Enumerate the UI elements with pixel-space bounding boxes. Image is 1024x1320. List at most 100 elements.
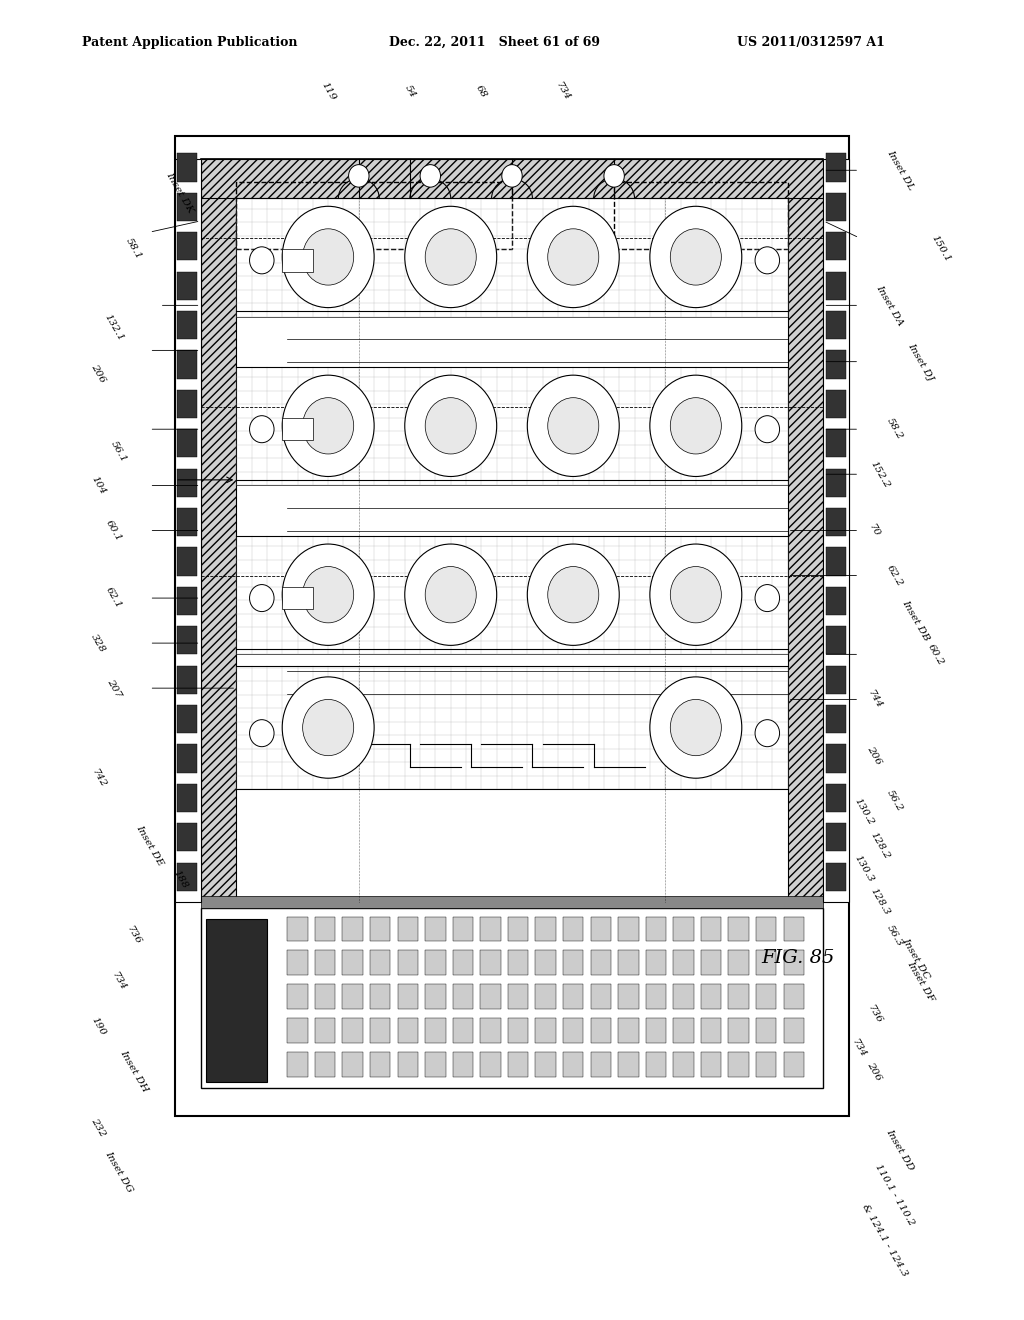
- Bar: [825, 232, 846, 260]
- Text: 206: 206: [865, 744, 884, 767]
- Bar: [728, 985, 749, 1008]
- Bar: [508, 1018, 528, 1043]
- Circle shape: [283, 375, 374, 477]
- Text: 60.1: 60.1: [104, 519, 124, 543]
- Text: Inset DJ: Inset DJ: [906, 341, 935, 383]
- Bar: [397, 950, 418, 975]
- Circle shape: [755, 585, 779, 611]
- Bar: [674, 950, 694, 975]
- Bar: [508, 985, 528, 1008]
- Bar: [425, 950, 445, 975]
- Text: 206: 206: [865, 1060, 884, 1082]
- Text: 736: 736: [125, 925, 143, 946]
- Bar: [342, 1018, 362, 1043]
- Bar: [175, 136, 849, 1115]
- Text: 130.2: 130.2: [853, 797, 876, 828]
- Bar: [177, 784, 198, 812]
- Bar: [536, 985, 556, 1008]
- Bar: [728, 1052, 749, 1077]
- Bar: [480, 1052, 501, 1077]
- Text: 744: 744: [865, 689, 884, 710]
- Circle shape: [420, 165, 440, 187]
- Text: 736: 736: [865, 1003, 884, 1026]
- Bar: [201, 158, 823, 902]
- Text: Inset DE: Inset DE: [134, 824, 165, 867]
- Text: 232: 232: [89, 1117, 108, 1138]
- Bar: [283, 418, 313, 441]
- Bar: [614, 182, 787, 249]
- Text: Inset DC: Inset DC: [900, 936, 931, 981]
- Bar: [288, 950, 308, 975]
- Circle shape: [250, 585, 274, 611]
- Circle shape: [348, 165, 369, 187]
- Bar: [201, 896, 823, 908]
- Bar: [342, 916, 362, 941]
- Bar: [674, 916, 694, 941]
- Text: 132.1: 132.1: [102, 313, 125, 343]
- Bar: [728, 1018, 749, 1043]
- Bar: [288, 1052, 308, 1077]
- Bar: [201, 158, 237, 902]
- Bar: [591, 1018, 611, 1043]
- Circle shape: [404, 375, 497, 477]
- Bar: [728, 950, 749, 975]
- Bar: [646, 985, 667, 1008]
- Bar: [825, 429, 846, 457]
- Text: 119: 119: [319, 81, 337, 103]
- Text: Inset DK: Inset DK: [165, 170, 196, 215]
- Bar: [563, 1018, 584, 1043]
- Circle shape: [527, 206, 620, 308]
- Bar: [700, 1052, 721, 1077]
- Bar: [700, 950, 721, 975]
- Text: 128.2: 128.2: [868, 830, 891, 861]
- Bar: [646, 916, 667, 941]
- Bar: [480, 985, 501, 1008]
- Bar: [825, 824, 846, 851]
- Circle shape: [548, 397, 599, 454]
- Bar: [591, 950, 611, 975]
- Bar: [177, 665, 198, 694]
- Text: Inset DD: Inset DD: [885, 1127, 915, 1172]
- Text: 104: 104: [89, 475, 108, 496]
- Bar: [370, 1052, 390, 1077]
- Text: 734: 734: [110, 970, 128, 991]
- Bar: [728, 916, 749, 941]
- Circle shape: [425, 228, 476, 285]
- Text: & 124.1 - 124.3: & 124.1 - 124.3: [860, 1203, 909, 1278]
- Bar: [756, 985, 776, 1008]
- Circle shape: [671, 566, 721, 623]
- Bar: [342, 1052, 362, 1077]
- Bar: [315, 1052, 335, 1077]
- Bar: [177, 389, 198, 418]
- Bar: [177, 350, 198, 379]
- Circle shape: [404, 206, 497, 308]
- Circle shape: [303, 700, 353, 755]
- Bar: [453, 916, 473, 941]
- Bar: [508, 916, 528, 941]
- Bar: [646, 950, 667, 975]
- Bar: [315, 985, 335, 1008]
- Bar: [425, 916, 445, 941]
- Text: 58.1: 58.1: [125, 236, 143, 261]
- Bar: [177, 508, 198, 536]
- Text: 734: 734: [850, 1038, 868, 1059]
- Bar: [370, 985, 390, 1008]
- Text: 62.1: 62.1: [104, 586, 124, 610]
- Bar: [177, 193, 198, 220]
- Bar: [591, 1052, 611, 1077]
- Bar: [283, 587, 313, 610]
- Bar: [825, 587, 846, 615]
- Bar: [783, 1052, 804, 1077]
- Circle shape: [650, 206, 741, 308]
- Bar: [177, 863, 198, 891]
- Bar: [175, 158, 201, 902]
- Circle shape: [548, 566, 599, 623]
- Text: 56.3: 56.3: [886, 924, 904, 948]
- Bar: [825, 469, 846, 496]
- Bar: [237, 182, 512, 249]
- Text: 68: 68: [474, 83, 488, 99]
- Bar: [201, 908, 823, 1088]
- Bar: [783, 950, 804, 975]
- Circle shape: [250, 247, 274, 273]
- Bar: [425, 1018, 445, 1043]
